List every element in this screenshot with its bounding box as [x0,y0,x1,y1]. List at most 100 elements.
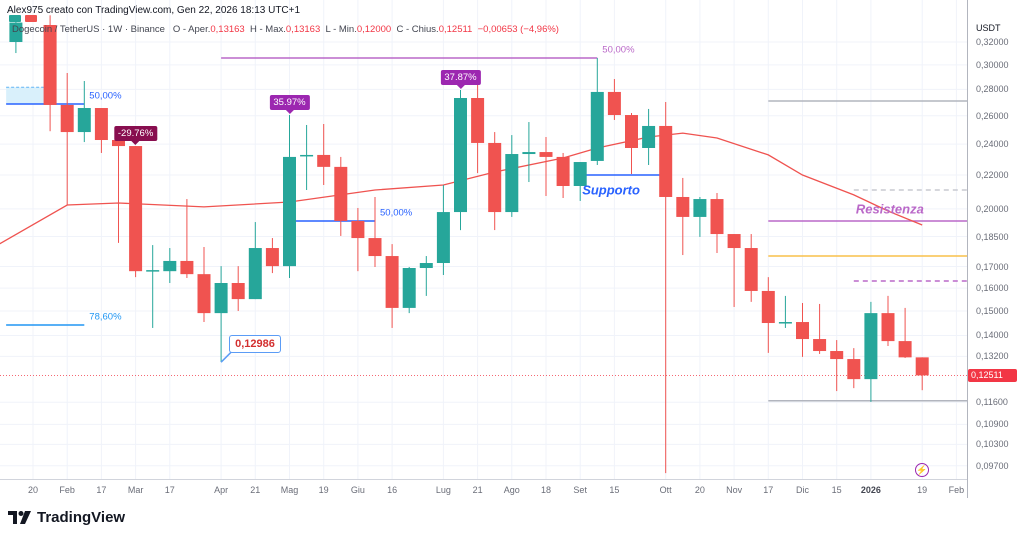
time-tick-label: 20 [694,485,705,495]
candle-up [283,156,296,267]
high-label: H - Max. [250,24,286,35]
price-tick-label: 0,11600 [976,397,1008,408]
percent-tag: 35.97% [269,95,310,115]
candle-down [180,260,194,275]
open-label: O - Aper. [172,24,211,35]
time-tick-label: Lug [435,485,451,495]
symbol-name[interactable]: Dogecoin / TetherUS · 1W · Binance [12,24,165,35]
percent-tag: 37.87% [440,70,481,90]
candle-down [898,341,912,358]
resistance-label: Resistenza [855,201,924,217]
high-value: 0,13163 [285,24,321,35]
close-value: 0,12511 [438,24,473,35]
candle-down [94,108,108,141]
support-label: Supporto [582,182,640,198]
price-tick-label: 0,28000 [976,84,1009,95]
candle-down [265,248,279,267]
time-tick-label: 19 [917,485,928,495]
candle-down [334,166,348,221]
time-tick-label: Feb [948,485,965,495]
time-tick-label: Set [573,485,587,495]
time-tick-label: 2026 [860,485,881,495]
time-tick-label: 17 [164,485,175,495]
candle-down [607,91,621,116]
close-label: C - Chius. [396,24,439,35]
low-value: 0,12000 [356,24,392,35]
price-tick-label: 0,17000 [976,261,1009,272]
candle-down [796,322,809,340]
tradingview-logo: TradingView [8,509,125,526]
price-tick-label: 0,10900 [976,419,1009,430]
candle-down [60,104,74,133]
time-tick-label: 18 [540,485,552,495]
candle-down [813,339,827,352]
candle-down [368,238,382,257]
candle-down [351,220,365,239]
lightning-icon[interactable]: ⚡ [915,463,929,477]
candle-down [385,256,399,308]
candle-down [847,359,861,380]
candle-up [214,283,228,314]
time-tick-label: 15 [831,485,842,495]
low-label: L - Min. [325,24,357,35]
price-tick-label: 0,14000 [976,330,1009,341]
candle-up [778,322,792,324]
time-tick-label: 19 [318,485,329,495]
last-price-tag: 0,12511 [968,368,1017,382]
candle-down [471,98,485,143]
time-tick-label: Mag [280,485,299,495]
price-axis-unit[interactable]: USDT [976,23,1001,33]
price-chart[interactable] [0,0,967,479]
candle-up [146,270,160,272]
ohlc-legend[interactable]: Dogecoin / TetherUS · 1W · Binance O - A… [12,24,559,35]
price-callout: 0,12986 [229,335,281,354]
candle-up [436,212,450,264]
price-tick-label: 0,20000 [976,203,1009,214]
change-value: −0,00653 (−4,96%) [477,24,559,35]
time-tick-label: 17 [96,485,107,495]
candle-up [642,125,656,148]
time-tick-label: Mar [127,485,144,495]
candle-down [625,115,638,148]
candle-down [744,248,758,291]
price-tick-label: 0,30000 [976,59,1009,70]
line-label: 50,00% [380,207,413,219]
time-axis-border [0,479,967,480]
candle-down [112,140,125,147]
candle-up [300,154,314,157]
line-label: 50,00% [89,90,122,102]
candle-up [522,152,536,155]
candle-up [454,98,467,213]
line-label: 78,60% [89,311,122,323]
candle-up [590,91,604,161]
candle-down [915,357,929,376]
candle-down [676,196,690,217]
price-tick-label: 0,16000 [976,283,1009,294]
candle-down [488,142,502,213]
legend-icons [9,9,41,27]
candle-down [129,146,143,272]
price-tick-label: 0,09700 [976,460,1009,471]
candle-down [710,199,724,235]
time-tick-label: Dic [796,485,809,495]
price-tick-label: 0,26000 [976,110,1009,121]
price-tick-label: 0,15000 [976,305,1009,316]
candle-up [402,268,416,308]
candle-down [43,24,57,105]
candle-down [830,351,844,360]
time-tick-label: 16 [387,485,398,495]
candle-down [881,313,895,342]
time-tick-label: Nov [726,485,743,495]
price-tick-label: 0,18500 [976,231,1009,242]
candle-down [197,274,211,314]
candle-up [419,263,433,269]
down-color-swatch [25,15,37,22]
time-tick-label: 17 [763,485,774,495]
price-tick-label: 0,13200 [976,351,1009,362]
candle-down [659,125,673,197]
up-color-swatch [9,15,21,22]
candle-up [248,248,262,300]
fib-zone [6,87,46,105]
candle-up [77,108,91,133]
candle-down [556,156,570,186]
